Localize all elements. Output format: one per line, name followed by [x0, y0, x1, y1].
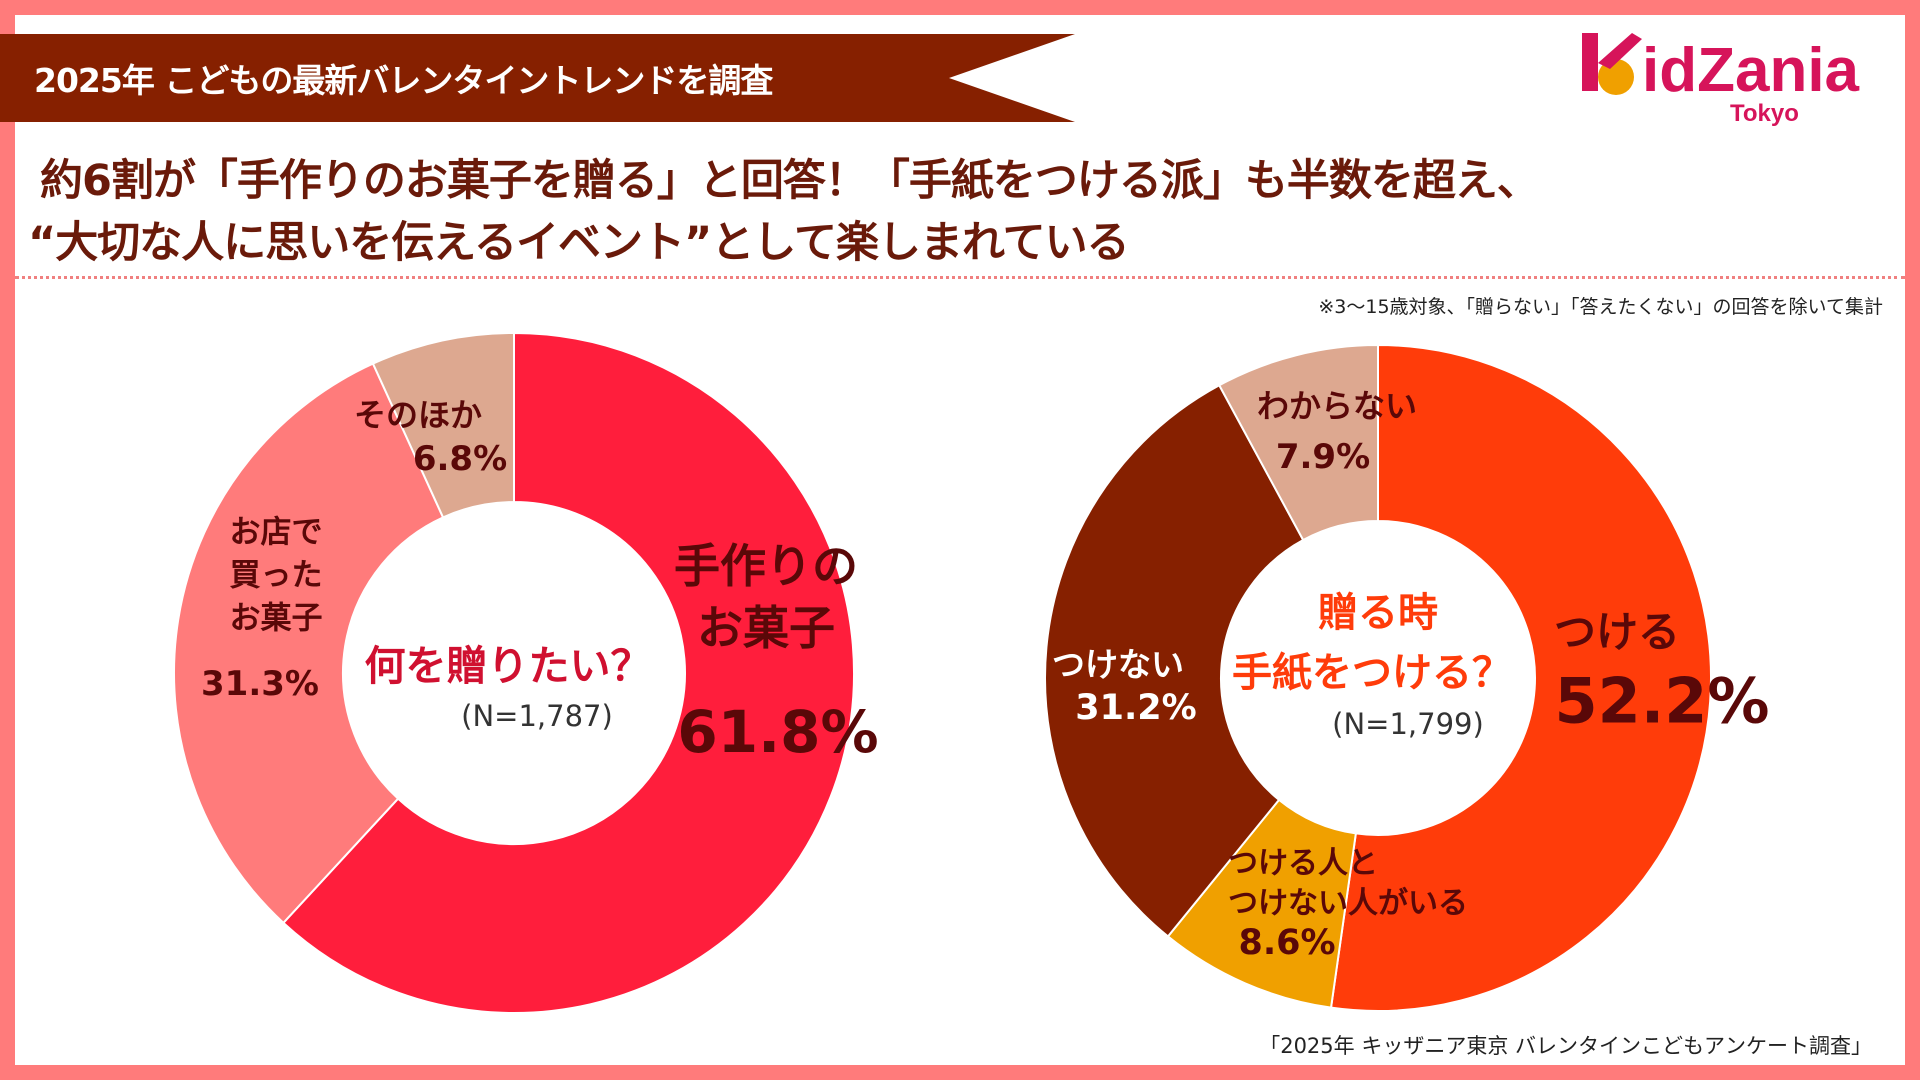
svg-text:Tokyo: Tokyo [1730, 100, 1799, 127]
label-handmade-line2: お菓子 [697, 601, 835, 655]
value-unknown: 7.9% [1275, 437, 1371, 477]
value-store: 31.3% [201, 664, 319, 704]
label-attach: つける [1553, 607, 1681, 657]
survey-note: ※3〜15歳対象、「贈らない」「答えたくない」の回答を除いて集計 [1318, 296, 1883, 318]
label-store-line1: お店で [229, 514, 323, 551]
donut-slice-2-1 [1329, 343, 1712, 1012]
svg-text:idZania: idZania [1642, 36, 1860, 105]
headline-line-1: 約6割が「手作りのお菓子を贈る」と回答！「手紙をつける派」も半数を超え、 [40, 156, 1540, 206]
source-footer: 「2025年 キッザニア東京 バレンタインこどもアンケート調査」 [1259, 1034, 1872, 1058]
chart1-sample-size: (N=1,787) [461, 699, 613, 733]
headline-line-2: “大切な人に思いを伝えるイベント”として楽しまれている [28, 218, 1130, 268]
value-other: 6.8% [412, 439, 508, 479]
value-not-attach: 31.2% [1075, 688, 1197, 728]
donut-slice-1-3 [371, 331, 515, 519]
label-unknown: わからない [1256, 387, 1418, 425]
label-store-line2: 買った [229, 557, 323, 594]
chart2-title-line1: 贈る時 [1318, 590, 1438, 636]
value-attach: 52.2% [1554, 664, 1770, 738]
chart2-title-line2: 手紙をつける？ [1232, 650, 1512, 696]
label-mixed-line1: つける人と [1228, 846, 1378, 881]
label-not-attach: つけない [1052, 645, 1184, 684]
chart2-sample-size: (N=1,799) [1332, 707, 1484, 741]
label-store-line3: お菓子 [229, 600, 323, 637]
donut-attach-letter [1044, 343, 1712, 1012]
label-other: そのほか [353, 396, 483, 434]
donut-slice-1-1 [281, 331, 855, 1014]
label-handmade-line1: 手作りの [674, 539, 858, 593]
chart1-title: 何を贈りたい？ [364, 642, 652, 690]
kidzania-logo: idZania Tokyo [1580, 25, 1892, 130]
donut-slice-1-2 [173, 362, 445, 925]
banner-title: 2025年 こどもの最新バレンタイントレンドを調査 [34, 61, 773, 100]
label-mixed-line2: つけない人がいる [1228, 886, 1468, 921]
title-banner [0, 34, 1075, 122]
kidzania-logo-image: idZania Tokyo [1580, 25, 1892, 130]
value-handmade: 61.8% [677, 698, 879, 766]
banner-ribbon [0, 34, 1075, 122]
donut-slice-2-3 [1044, 383, 1305, 938]
divider [15, 276, 1905, 279]
donut-what-to-give [173, 331, 855, 1014]
donut-slice-2-4 [1217, 343, 1379, 542]
value-mixed: 8.6% [1238, 923, 1336, 963]
